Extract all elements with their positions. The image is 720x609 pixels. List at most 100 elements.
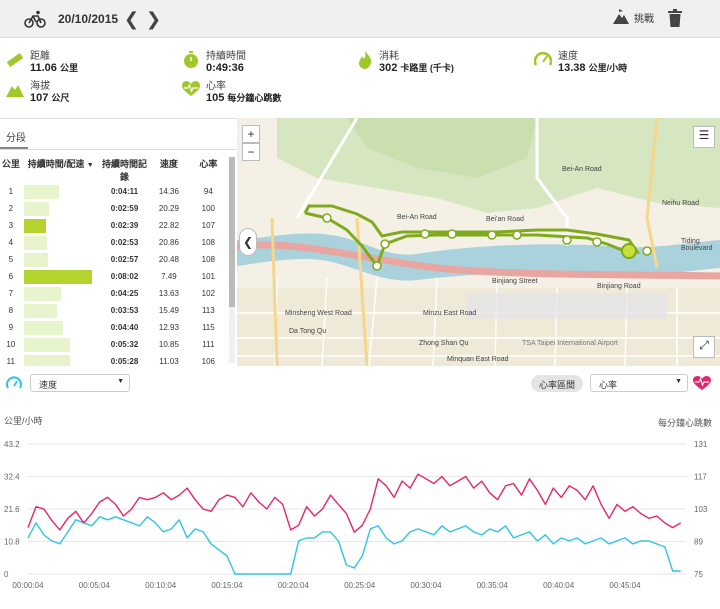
table-row[interactable]: 5 0:02:57 20.48 108 — [0, 251, 228, 268]
chevron-down-icon: ▼ — [675, 378, 682, 385]
x-tick-label: 00:25:04 — [344, 581, 376, 590]
divider — [0, 149, 237, 150]
cell-duration: 0:05:28 — [110, 357, 139, 366]
mountain-icon — [6, 85, 24, 97]
x-tick-label: 00:15:04 — [211, 581, 243, 590]
route-map[interactable]: Bei-An Road Bei'an Road Bei-An Road Binj… — [237, 118, 720, 366]
y-tick-label-left: 0 — [4, 570, 9, 579]
summary-stats: 距離 11.06 公里 持續時間 0:49:36 消耗 302 卡路里 (千卡)… — [0, 38, 720, 118]
map-layers-menu-icon[interactable]: ☰ — [693, 126, 715, 148]
column-header-km[interactable]: 公里 — [1, 159, 20, 169]
flame-icon — [359, 51, 372, 69]
cell-heart-rate: 108 — [201, 255, 216, 264]
speedometer-icon — [534, 51, 552, 66]
zoom-out-button[interactable]: − — [242, 143, 260, 161]
cell-heart-rate: 94 — [203, 187, 213, 196]
x-tick-label: 00:10:04 — [145, 581, 177, 590]
table-row[interactable]: 9 0:04:40 12.93 115 — [0, 319, 228, 336]
table-row[interactable]: 1 0:04:11 14.36 94 — [0, 183, 228, 200]
cell-pace-bar — [22, 234, 100, 251]
cell-pace-bar — [22, 268, 100, 285]
cell-pace-bar — [22, 285, 100, 302]
y-tick-label-right: 131 — [694, 440, 708, 449]
cell-km: 9 — [8, 323, 14, 332]
map-canvas — [237, 118, 720, 366]
cell-speed: 12.93 — [158, 323, 179, 332]
table-row[interactable]: 11 0:05:28 11.03 106 — [0, 353, 228, 370]
cycling-icon — [24, 10, 46, 28]
cell-heart-rate: 111 — [202, 340, 215, 349]
column-header-heart-rate[interactable]: 心率 — [199, 159, 218, 169]
table-row[interactable]: 6 0:08:02 7.49 101 — [0, 268, 228, 285]
ruler-icon — [6, 52, 24, 68]
cell-km: 7 — [8, 289, 14, 298]
stat-heart-rate: 心率 105 每分鐘心跳數 — [182, 81, 281, 105]
y-tick-label-right: 117 — [694, 473, 707, 482]
chevron-down-icon: ▼ — [117, 378, 124, 385]
x-tick-label: 00:45:04 — [609, 581, 641, 590]
cell-heart-rate: 100 — [201, 204, 216, 213]
cell-km: 6 — [8, 272, 14, 281]
speed-series-line — [27, 516, 681, 575]
stopwatch-icon — [184, 51, 198, 68]
column-header-duration-pace[interactable]: 持續時間/配速 ▼ — [27, 159, 94, 169]
trash-icon[interactable] — [668, 9, 682, 27]
cell-speed: 7.49 — [161, 272, 177, 281]
y-tick-label-right: 89 — [694, 538, 703, 547]
cell-duration: 0:02:59 — [110, 204, 139, 213]
top-bar: 20/10/2015 ❮ ❯ 挑戰 — [0, 0, 720, 38]
challenge-button[interactable]: 挑戰 — [612, 9, 654, 25]
cell-speed: 20.86 — [158, 238, 179, 247]
stat-altitude: 海拔 107 公尺 — [6, 81, 69, 105]
cell-duration: 0:02:53 — [110, 238, 139, 247]
column-header-duration-record[interactable]: 持續時間記錄 — [102, 159, 148, 182]
stat-calories: 消耗 302 卡路里 (千卡) — [357, 51, 454, 75]
cell-speed: 20.29 — [158, 204, 179, 213]
cell-duration: 0:05:32 — [110, 340, 139, 349]
cell-duration: 0:03:53 — [110, 306, 139, 315]
cell-km: 5 — [8, 255, 14, 264]
fullscreen-icon[interactable]: ⤢ — [693, 336, 715, 358]
y-tick-label-left: 10.8 — [4, 538, 20, 547]
heart-rate-icon — [693, 376, 711, 390]
laps-scrollbar[interactable] — [229, 157, 235, 363]
cell-pace-bar — [22, 336, 100, 353]
right-metric-select[interactable]: 心率 ▼ — [590, 374, 688, 392]
table-row[interactable]: 4 0:02:53 20.86 108 — [0, 234, 228, 251]
cell-duration: 0:04:40 — [110, 323, 139, 332]
cell-heart-rate: 107 — [201, 221, 216, 230]
cell-pace-bar — [22, 251, 100, 268]
left-metric-select[interactable]: 速度 ▼ — [30, 374, 130, 392]
cell-km: 3 — [8, 221, 14, 230]
cell-heart-rate: 115 — [201, 323, 215, 332]
cell-pace-bar — [22, 183, 100, 200]
table-row[interactable]: 7 0:04:25 13.63 102 — [0, 285, 228, 302]
cell-pace-bar — [22, 353, 100, 370]
stat-duration: 持續時間 0:49:36 — [182, 51, 246, 75]
collapse-map-icon[interactable]: ❮ — [239, 228, 257, 256]
column-header-speed[interactable]: 速度 — [159, 159, 178, 169]
table-row[interactable]: 3 0:02:39 22.82 107 — [0, 217, 228, 234]
activity-chart[interactable]: 公里/小時 每分鐘心跳數 43.2 131 32.4 117 21.6 103 10.8 89… — [0, 398, 720, 606]
previous-activity-icon[interactable]: ❮ — [124, 9, 140, 29]
cell-duration: 0:08:02 — [110, 272, 139, 281]
hr-zone-button[interactable]: 心率區間 — [531, 375, 584, 392]
next-activity-icon[interactable]: ❯ — [146, 9, 162, 29]
mountain-flag-icon — [613, 9, 629, 24]
table-row[interactable]: 10 0:05:32 10.85 111 — [0, 336, 228, 353]
cell-km: 2 — [8, 204, 14, 213]
y-tick-label-right: 103 — [694, 505, 708, 514]
cell-km: 10 — [6, 340, 16, 349]
cell-heart-rate: 102 — [201, 289, 216, 298]
laps-panel: 分段 公里 持續時間/配速 ▼ 持續時間記錄 速度 心率 1 0:04:11 14.… — [0, 118, 237, 369]
table-row[interactable]: 8 0:03:53 15.49 113 — [0, 302, 228, 319]
cell-duration: 0:04:11 — [110, 187, 139, 196]
speed-gauge-icon — [6, 376, 22, 389]
cell-speed: 22.82 — [158, 221, 179, 230]
cell-duration: 0:04:25 — [110, 289, 139, 298]
tab-laps[interactable]: 分段 — [6, 133, 26, 144]
zoom-in-button[interactable]: + — [242, 125, 260, 143]
stat-distance: 距離 11.06 公里 — [6, 51, 78, 75]
table-row[interactable]: 2 0:02:59 20.29 100 — [0, 200, 228, 217]
cell-duration: 0:02:57 — [110, 255, 139, 264]
